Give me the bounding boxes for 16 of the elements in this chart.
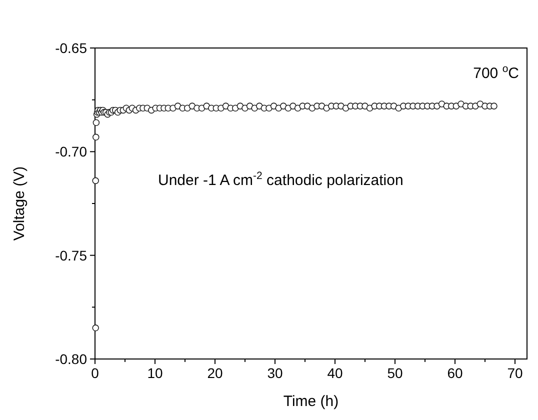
x-tick-label: 10 — [147, 365, 163, 381]
y-tick-label: -0.65 — [55, 40, 88, 56]
annotation: Under -1 A cm$^{-2}$ cathodic polarization — [158, 170, 404, 189]
x-tick-label: 60 — [447, 365, 463, 381]
y-tick-label: -0.75 — [55, 247, 88, 264]
y-axis-title: Voltage (V) — [11, 166, 28, 241]
x-tick-label: 30 — [267, 365, 283, 381]
x-tick-label: 50 — [387, 365, 403, 381]
annotation: 700 $^{o}$C — [473, 63, 520, 82]
y-tick-label: -0.70 — [55, 144, 88, 160]
y-tick-label: -0.80 — [55, 351, 88, 367]
x-tick-label: 0 — [91, 365, 100, 381]
x-tick-label: 40 — [327, 365, 343, 381]
x-tick-label: 70 — [507, 365, 523, 381]
x-axis-title: Time (h) — [283, 393, 339, 410]
x-tick-label: 20 — [207, 365, 223, 381]
